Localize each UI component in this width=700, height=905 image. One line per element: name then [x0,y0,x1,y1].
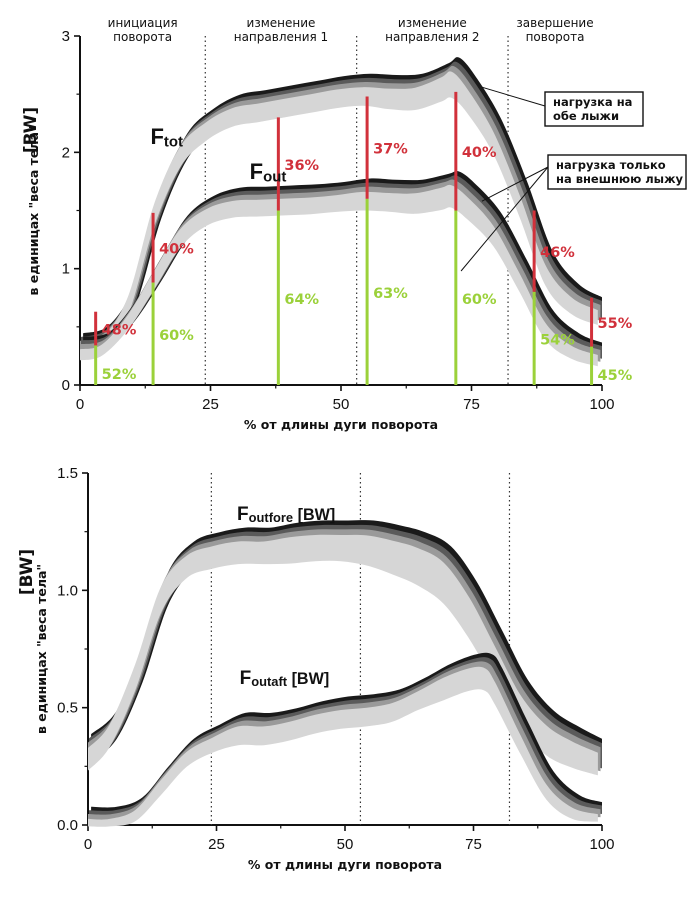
x-tick-label: 0 [76,396,84,413]
marker-green-label: 45% [598,368,633,384]
callout-text: на внешнюю лыжу [556,172,684,186]
callout-text: обе лыжи [553,109,619,123]
x-tick-label: 25 [202,396,219,413]
callout-text: нагрузка только [556,158,666,172]
top-chart: 0 25 50 75 100 0 1 2 3 % от длины дуги поворота в … [21,16,687,432]
flabel-sub: tot [164,133,183,150]
callout-box [544,91,644,127]
marker-red-label: 40% [159,242,194,258]
marker-green-label: 64% [284,292,319,308]
y-tick-label: 3 [62,28,70,45]
flabel-suffix: [BW] [287,670,329,688]
marker-red-label: 40% [462,145,497,161]
y-unit-label: [BW] [17,549,37,595]
flabel-sub: outaft [251,674,288,689]
marker-red-label: 36% [284,158,319,174]
x-tick-label: 75 [463,396,480,413]
y-tick-label: 2 [62,144,70,161]
x-axis-label: % от длины дуги поворота [248,857,442,872]
bottom-chart: 0 25 50 75 100 0.0 0.5 1.0 1.5 % от длины дуги по… [17,465,615,872]
y-tick-label: 0 [62,377,70,394]
marker-red-label: 48% [102,323,137,339]
y-axis-label: в единицах "веса тела" [26,125,41,295]
phase-label-0: инициация [108,16,178,30]
x-tick-label: 50 [337,836,354,853]
marker-green-label: 63% [373,286,408,302]
callout-text: нагрузка на [553,95,632,109]
x-tick-label: 50 [333,396,350,413]
marker-red-label: 37% [373,142,408,158]
phase-label-1: изменение [247,16,316,30]
phase-label-3: поворота [526,30,585,44]
callout-leader [460,166,549,272]
flabel-main: F [150,124,163,149]
flabel-main: F [237,504,249,525]
marker-green-label: 60% [462,292,497,308]
marker-green-label: 52% [102,367,137,383]
flabel-main: F [250,159,263,184]
y-tick-label: 1.0 [57,582,78,599]
series-band-1-1 [89,657,602,820]
phase-label-1: направления 1 [234,30,328,44]
marker-red-label: 46% [540,245,575,261]
series-band-0-0 [91,520,602,767]
flabel-suffix: [BW] [293,506,335,524]
series-band-0-3 [88,534,598,776]
flabel-main: F [240,668,252,689]
f-outaft-label: Foutaft [BW] [240,668,330,689]
x-tick-label: 75 [465,836,482,853]
f-tot-label: Ftot [150,124,183,150]
x-tick-label: 25 [208,836,225,853]
series-band-1-3 [88,666,598,827]
y-unit-label: [BW] [21,107,41,153]
y-tick-label: 0.0 [57,817,78,834]
callout-box [547,154,687,190]
flabel-sub: out [263,168,286,185]
f-outfore-label: Foutfore [BW] [237,504,335,525]
y-tick-label: 1.5 [57,465,78,482]
phase-label-2: направления 2 [385,30,479,44]
marker-green-label: 54% [540,332,575,348]
x-tick-label: 100 [589,396,614,413]
x-tick-label: 0 [84,836,92,853]
marker-green-label: 60% [159,328,194,344]
callout-leader [481,166,549,202]
phase-label-2: изменение [398,16,467,30]
x-axis-label: % от длины дуги поворота [244,417,438,432]
phase-label-3: завершение [516,16,593,30]
x-tick-label: 100 [589,836,614,853]
marker-red-label: 55% [598,316,633,332]
y-tick-label: 1 [62,261,70,278]
f-out-label: Fout [250,159,287,185]
series-band-1-2 [88,661,601,823]
y-tick-label: 0.5 [57,700,78,717]
flabel-sub: outfore [249,510,293,525]
series-band-0-3 [80,71,598,359]
y-axis-label: в единицах "веса тела" [34,564,49,734]
callout-leader [481,86,546,107]
phase-label-0: поворота [113,30,172,44]
